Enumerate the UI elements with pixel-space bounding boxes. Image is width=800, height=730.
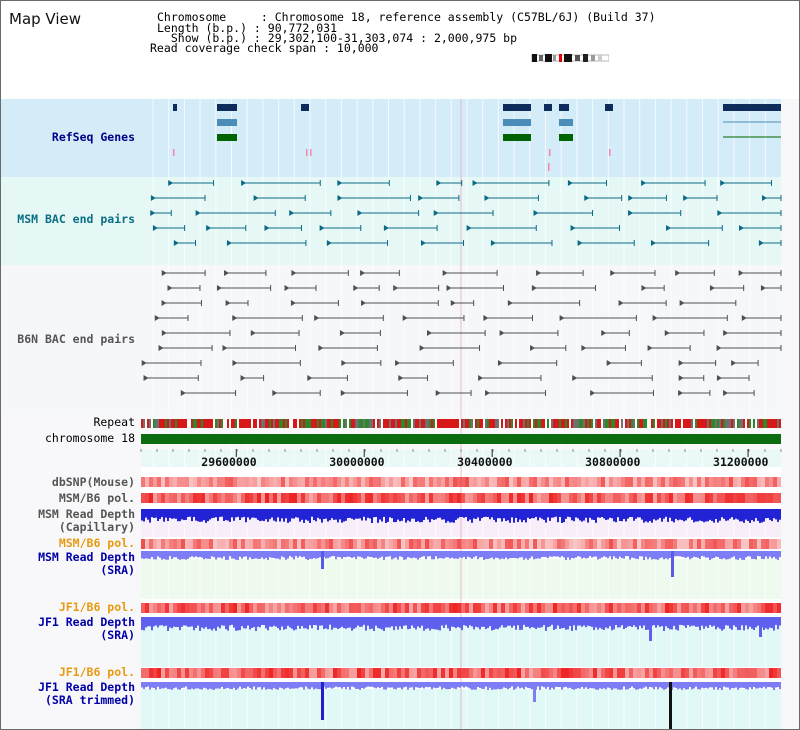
repeat-track[interactable] [141, 419, 781, 428]
track-label-jf1-b6-pol-2: JF1/B6 pol. [58, 665, 135, 679]
track-label-jf1-depth-trimmed: JF1 Read Depth (SRA trimmed) [38, 680, 135, 707]
length-info: Length (b.p.) : 90,772,031 [157, 21, 338, 35]
dbsnp-heat[interactable] [141, 477, 781, 487]
show-range-info: Show (b.p.) : 29,302,100-31,303,074 : 2,… [157, 31, 518, 45]
msm-bac-pairs[interactable] [150, 180, 782, 246]
track-label-msm-depth-sra: MSM Read Depth (SRA) [38, 550, 135, 577]
track-label-msm-b6-pol-2: MSM/B6 pol. [58, 536, 135, 550]
chromosome-ideogram[interactable] [531, 53, 609, 63]
msm-depth-sra-bars[interactable] [141, 551, 781, 577]
jf1-b6-pol-heat-1[interactable] [141, 603, 781, 613]
refseq-band [1, 99, 781, 177]
jf1-depth-sra-bars[interactable] [141, 617, 781, 641]
track-label-msm-depth-capillary: MSM Read Depth (Capillary) [38, 507, 135, 534]
track-label-jf1-b6-pol-1: JF1/B6 pol. [58, 600, 135, 614]
msm-depth-capillary-bars[interactable] [141, 509, 781, 523]
msm-b6-pol-heat-1[interactable] [141, 493, 781, 503]
track-label-jf1-depth-sra: JF1 Read Depth (SRA) [38, 615, 135, 642]
refseq-gene-features[interactable] [173, 104, 781, 171]
ideogram-drawing [531, 54, 609, 62]
msm-b6-pol-heat-2[interactable] [141, 539, 781, 549]
msm-bac-band [1, 177, 781, 265]
b6n-bac-band [1, 265, 781, 415]
chromosome-18-bar [141, 434, 781, 444]
track-label-b6n-bac-end-pairs: B6N BAC end pairs [17, 332, 135, 346]
position-axis [140, 449, 782, 457]
jf1-b6-pol-heat-2[interactable] [141, 668, 781, 678]
chromosome-info: Chromosome : Chromosome 18, reference as… [157, 10, 656, 24]
jf1-depth-trimmed-bars[interactable] [141, 682, 781, 729]
read-coverage-span-info: Read coverage check span : 10,000 [150, 41, 379, 55]
track-label-repeat: Repeat [93, 415, 135, 429]
genome-browser-tracks[interactable] [1, 99, 799, 729]
map-header: Map View Chromosome : Chromosome 18, ref… [1, 1, 799, 99]
track-area: RefSeq Genes MSM BAC end pairs B6N BAC e… [1, 99, 799, 729]
track-label-refseq-genes: RefSeq Genes [51, 130, 135, 144]
track-label-msm-bac-end-pairs: MSM BAC end pairs [17, 212, 135, 226]
track-label-dbsnp: dbSNP(Mouse) [51, 475, 135, 489]
b6n-bac-pairs[interactable] [141, 270, 782, 396]
track-label-msm-b6-pol-1: MSM/B6 pol. [58, 491, 135, 505]
map-view-title: Map View [9, 10, 82, 28]
track-label-chromosome: chromosome 18 [44, 431, 135, 445]
